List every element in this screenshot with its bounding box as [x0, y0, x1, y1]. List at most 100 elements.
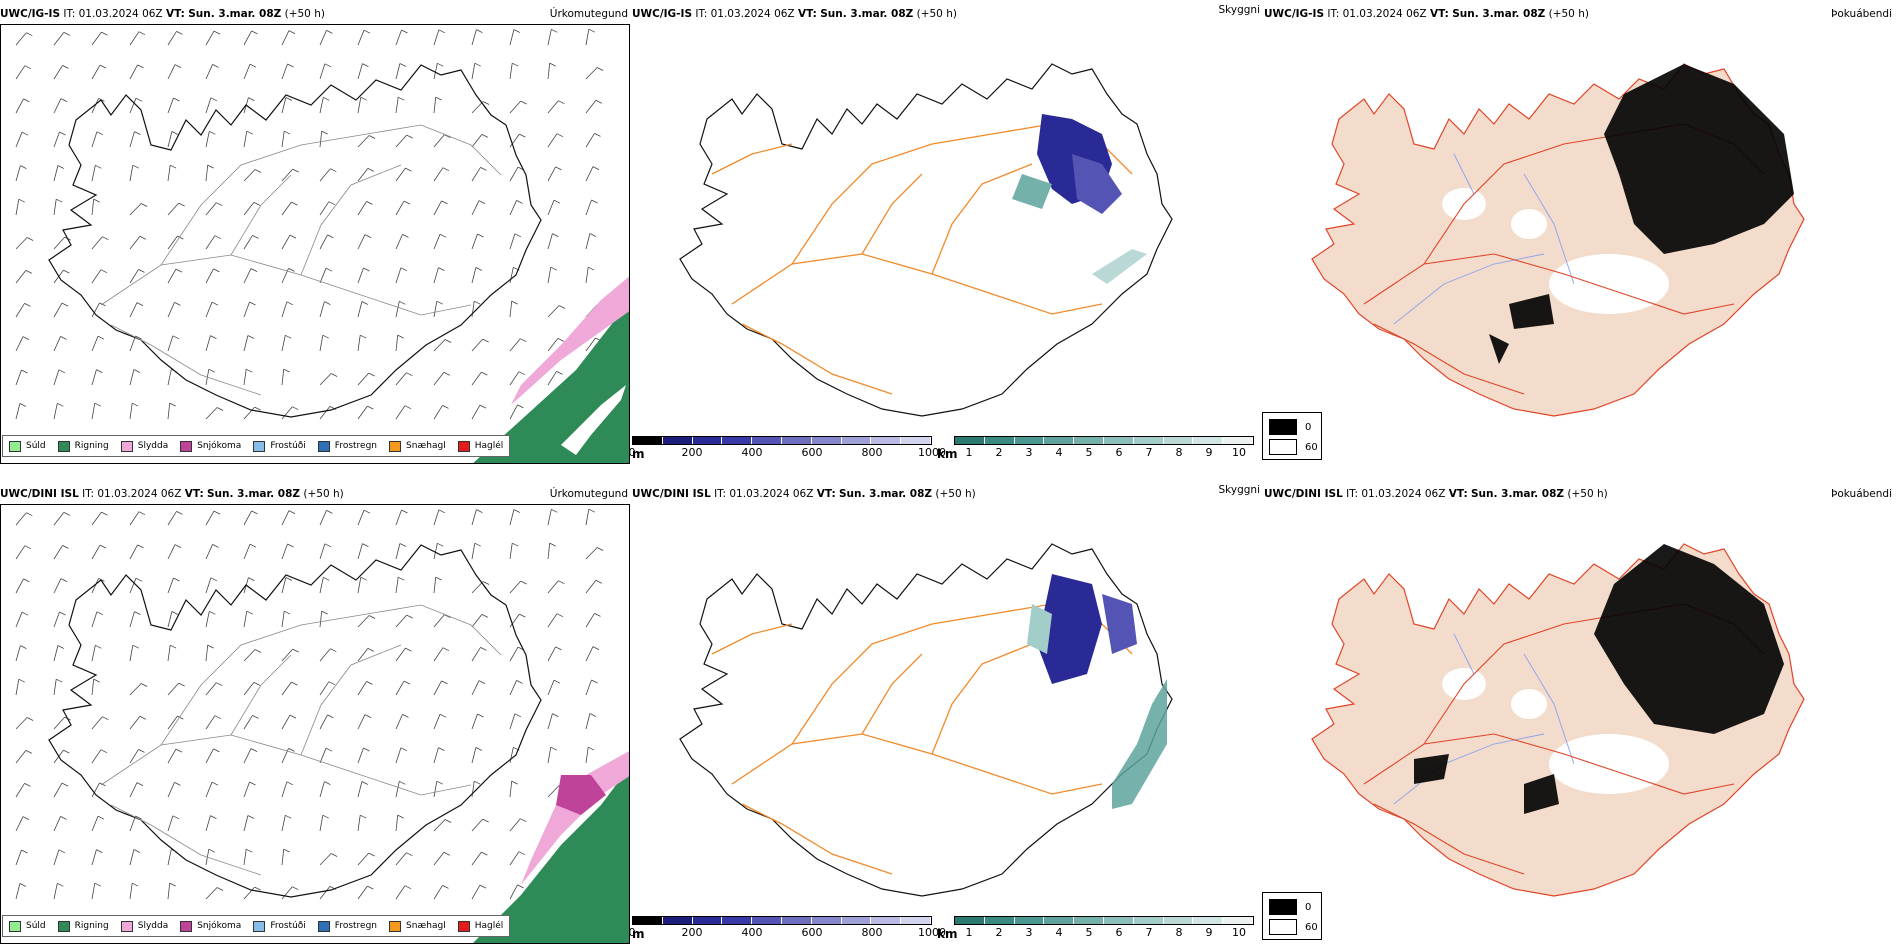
field-name: Skyggni	[1218, 484, 1261, 496]
wind-barb-flag	[20, 645, 27, 649]
wind-barb	[547, 267, 552, 284]
wind-barb-flag	[171, 611, 179, 615]
wind-barb-flag	[479, 884, 487, 889]
colorbar-tick: 800	[861, 446, 883, 459]
wind-barb-flag	[367, 168, 375, 172]
wind-barb-flag	[477, 713, 484, 718]
low-visibility-cells	[1012, 114, 1147, 284]
wind-barb-flag	[94, 882, 101, 887]
wind-barb-flag	[21, 131, 29, 136]
colorbar-tick: 0	[628, 926, 636, 939]
precip-dry-gap	[561, 385, 626, 455]
wind-barb	[395, 267, 402, 284]
wind-barb-flag	[285, 814, 292, 819]
wind-barb-flag	[23, 98, 30, 103]
wind-barb	[15, 98, 24, 114]
map-visibility	[632, 504, 1262, 944]
panel-header: UWC/DINI ISL IT: 01.03.2024 06Z VT: Sun.…	[632, 484, 1262, 502]
wind-barb-flag	[363, 747, 370, 752]
wind-barb-flag	[252, 235, 259, 239]
wind-barb	[471, 167, 481, 182]
wind-barb-flag	[441, 680, 448, 685]
it-value: 01.03.2024 06Z	[710, 8, 795, 20]
wind-barb-flag	[361, 781, 369, 785]
wind-barb	[395, 852, 407, 866]
wind-barb-flag	[213, 748, 220, 753]
wind-barb	[585, 713, 591, 730]
wind-barb-flag	[208, 848, 215, 853]
colorbar-segment	[1193, 917, 1224, 924]
wind-barb-flag	[291, 201, 298, 206]
wind-barb-flag	[478, 680, 486, 684]
wind-barb	[319, 30, 327, 46]
wind-barb	[547, 63, 551, 80]
wind-barb	[281, 510, 290, 526]
wind-barb-flag	[19, 883, 27, 887]
wind-barb-flag	[96, 849, 103, 853]
wind-barb	[281, 131, 285, 148]
colorbar-segment	[1074, 437, 1104, 444]
wind-barb-flag	[135, 97, 143, 102]
wind-barb-flag	[173, 577, 180, 582]
wind-barb	[319, 886, 331, 900]
it-value: 01.03.2024 06Z	[97, 488, 182, 500]
wind-barb-flag	[176, 511, 183, 515]
wind-barb-flag	[285, 97, 293, 101]
colorbar-tick: 3	[1025, 446, 1033, 459]
wind-barb-flag	[24, 303, 31, 307]
wind-barb	[53, 849, 60, 866]
wind-barb-flag	[132, 644, 139, 649]
wind-barb	[129, 64, 138, 80]
vt-label: VT:	[816, 488, 836, 500]
wind-barb-flag	[96, 611, 104, 616]
precip-legend-item: Frostregn	[317, 920, 377, 932]
wind-barb	[91, 199, 95, 216]
wind-barb-flag	[435, 576, 442, 581]
it-label: IT:	[714, 488, 727, 500]
visibility-km-unit: km	[937, 447, 958, 461]
wind-barb-flag	[292, 406, 299, 411]
wind-barb-flag	[171, 131, 179, 135]
wind-barb-flag	[588, 508, 595, 513]
wind-barb	[585, 509, 590, 526]
wind-barb	[167, 682, 179, 696]
colorbar-tick: 4	[1055, 926, 1063, 939]
precip-rain-area	[473, 767, 629, 943]
wind-barb-flag	[512, 542, 519, 547]
wind-barb-flag	[326, 30, 333, 34]
wind-barb	[509, 680, 517, 696]
wind-barb	[395, 167, 406, 182]
wind-barb	[15, 783, 25, 798]
wind-barb	[167, 165, 171, 182]
it-value: 01.03.2024 06Z	[1342, 8, 1427, 20]
wind-barb	[15, 403, 21, 420]
wind-barb-flag	[589, 713, 597, 717]
precip-legend-label: Snjókoma	[197, 441, 242, 451]
wind-barb-flag	[368, 135, 376, 139]
wind-barb	[243, 268, 252, 284]
wind-barb	[471, 338, 483, 352]
wind-barb	[243, 64, 251, 80]
wind-barb-flag	[555, 646, 562, 651]
wind-barb-flag	[101, 511, 108, 516]
wind-barb-flag	[588, 266, 595, 271]
wind-barb	[15, 65, 26, 80]
wind-barb	[281, 815, 286, 832]
wind-barb	[547, 305, 560, 318]
wind-barb-flag	[444, 134, 451, 139]
colorbar-segment	[633, 437, 663, 444]
wind-barb-flag	[588, 28, 595, 33]
wind-barb-flag	[520, 100, 527, 105]
wind-barb	[547, 713, 553, 730]
colorbar-tick: 8	[1175, 446, 1183, 459]
wind-barb-flag	[248, 577, 255, 581]
wind-barb	[205, 887, 218, 900]
wind-barb	[205, 682, 217, 696]
iceland-outline	[48, 64, 542, 418]
wind-barb	[53, 816, 61, 832]
it-label: IT:	[1327, 8, 1340, 20]
wind-barb	[357, 135, 370, 148]
wind-barb-flag	[556, 613, 564, 618]
forecast-offset: (+50 h)	[303, 488, 344, 500]
colorbar-tick: 10	[1232, 926, 1246, 939]
